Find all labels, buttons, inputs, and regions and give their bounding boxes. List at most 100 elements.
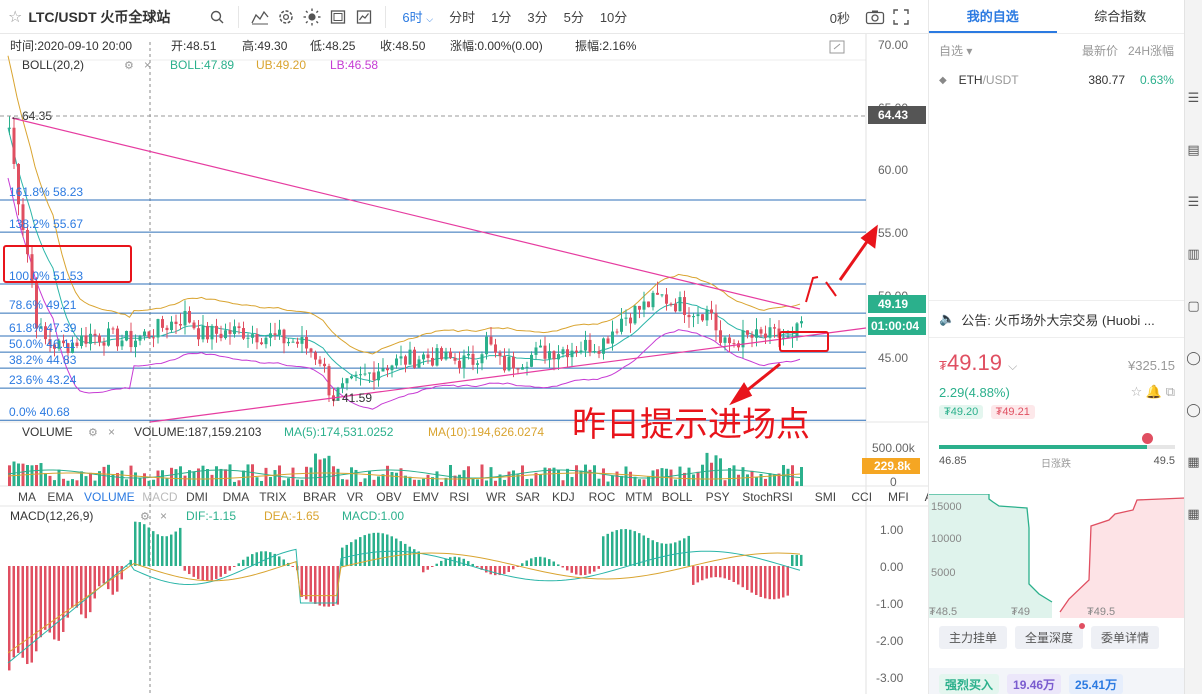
candlesticks[interactable] (8, 116, 803, 407)
macd-bar (764, 566, 767, 599)
chart-type-icon[interactable] (247, 4, 273, 30)
volume-bar (723, 480, 727, 486)
depth-chart[interactable]: 15000 10000 5000 ₮48.5 ₮49 ₮49.5 (929, 494, 1185, 618)
interval-timeshare[interactable]: 分时 (449, 10, 476, 25)
chart-canvas[interactable]: 时间:2020-09-10 20:00 开:48.51 高:49.30 低:48… (0, 34, 948, 694)
bell-icon[interactable]: 🔔 (1145, 384, 1163, 399)
macd-settings-icon[interactable]: ⚙ (140, 511, 150, 523)
macd-bar (584, 566, 587, 575)
rail-list-icon[interactable]: ☰ (1187, 90, 1200, 105)
interval-1m[interactable]: 1分 (491, 10, 512, 25)
volume-bar (642, 479, 646, 486)
candle-body (80, 335, 83, 347)
indicator-tab-roc[interactable]: ROC (589, 490, 616, 504)
volume-settings-icon[interactable]: ⚙ (88, 427, 98, 439)
candle-body (386, 368, 389, 371)
indicator-tab-sar[interactable]: SAR (515, 490, 540, 504)
rail-doc-icon[interactable]: ▦ (1187, 454, 1200, 469)
indicator-tab-ma[interactable]: MA (18, 490, 36, 504)
rating-strong-buy[interactable]: 强烈买入 (939, 674, 1000, 694)
kline-chart[interactable]: 时间:2020-09-10 20:00 开:48.51 高:49.30 低:48… (0, 34, 948, 694)
tab-my-watchlist[interactable]: 我的自选 (929, 0, 1057, 33)
indicator-tab-dmi[interactable]: DMI (186, 490, 208, 504)
candle-body (368, 372, 371, 374)
rail-chat-icon[interactable]: ◯ (1186, 350, 1201, 365)
settings-gear-icon[interactable] (273, 4, 299, 30)
indicator-tab-stochrsi[interactable]: StochRSI (742, 490, 793, 504)
candle-body (696, 314, 700, 317)
boll-upper-line (7, 55, 801, 355)
col-last-price[interactable]: 最新价 (1081, 44, 1118, 58)
volume-close-icon[interactable]: × (108, 425, 115, 439)
rail-menu-icon[interactable]: ☰ (1187, 194, 1200, 209)
watchlist-row-eth[interactable]: ◆ ETH/USDT 380.77 0.63% (929, 67, 1184, 93)
share-icon[interactable]: ⧉ (1165, 384, 1175, 399)
indicator-tab-psy[interactable]: PSY (706, 490, 730, 504)
symbol-title[interactable]: LTC/USDT 火币全球站 (28, 8, 171, 25)
indicator-tab-emv[interactable]: EMV (413, 490, 439, 504)
tab-index[interactable]: 综合指数 (1094, 9, 1147, 24)
interval-10m[interactable]: 10分 (599, 10, 628, 25)
candle-body (777, 328, 781, 338)
candle-body (417, 359, 421, 368)
boll-settings-icon[interactable]: ⚙ (124, 60, 134, 72)
indicator-icon[interactable] (351, 4, 377, 30)
order-details-button[interactable]: 委单详情 (1091, 626, 1160, 649)
chevron-down-icon[interactable]: ⌵ (1008, 359, 1018, 373)
interval-5m[interactable]: 5分 (563, 10, 584, 25)
indicator-tab-macd[interactable]: MACD (142, 490, 178, 504)
rail-grid-icon[interactable]: ▦ (1187, 506, 1200, 521)
macd-bar (395, 538, 398, 566)
search-icon[interactable] (204, 4, 230, 30)
camera-icon[interactable] (862, 4, 888, 30)
trend-lines[interactable] (11, 117, 867, 423)
indicator-tab-mfi[interactable]: MFI (888, 490, 909, 504)
star-icon[interactable]: ☆ (1130, 384, 1143, 399)
volume-bar (480, 464, 484, 486)
macd-bar (426, 566, 429, 570)
volume-bar (561, 480, 565, 486)
watchlist-filter[interactable]: 自选 ▾ (939, 44, 973, 58)
indicator-tab-trix[interactable]: TRIX (259, 490, 286, 504)
candle-body (575, 350, 578, 353)
indicator-tab-ema[interactable]: EMA (47, 490, 73, 504)
theme-sun-icon[interactable] (299, 4, 325, 30)
main-orders-button[interactable]: 主力挂单 (939, 626, 1008, 649)
boll-close-icon[interactable]: × (144, 58, 151, 72)
fib-label: 138.2% 55.67 (9, 217, 83, 231)
indicator-tab-vr[interactable]: VR (347, 490, 364, 504)
indicator-tab-brar[interactable]: BRAR (303, 490, 337, 504)
interval-3m[interactable]: 3分 (527, 10, 548, 25)
indicator-tab-volume[interactable]: VOLUME (84, 490, 135, 504)
indicator-tab-obv[interactable]: OBV (376, 490, 401, 504)
candle-body (219, 333, 223, 339)
indicator-tabs[interactable]: MA EMA VOLUME MACD DMI DMA TRIX BRAR VR OBV EMV RSI… (18, 490, 948, 504)
macd-bar (462, 558, 465, 566)
interval-6h[interactable]: 6时 ⌵ (402, 10, 434, 25)
candle-body (548, 351, 551, 359)
full-depth-button[interactable]: 全量深度 (1015, 623, 1086, 649)
candle-body (44, 326, 47, 340)
fullscreen-icon[interactable] (888, 4, 914, 30)
col-24h-change[interactable]: 24H涨幅 (1127, 44, 1174, 58)
rail-book-icon[interactable]: ▤ (1187, 142, 1200, 157)
volume-bar (476, 479, 479, 486)
indicator-tab-smi[interactable]: SMI (815, 490, 836, 504)
candle-body (399, 356, 403, 359)
indicator-tab-dma[interactable]: DMA (223, 490, 250, 504)
rail-chart-icon[interactable]: ▥ (1187, 246, 1200, 261)
indicator-tab-kdj[interactable]: KDJ (552, 490, 575, 504)
indicator-tab-mtm[interactable]: MTM (625, 490, 652, 504)
macd-close-icon[interactable]: × (160, 509, 167, 523)
indicator-tab-rsi[interactable]: RSI (449, 490, 469, 504)
expand-chart-icon[interactable] (829, 40, 845, 54)
rail-help-icon[interactable]: ◯ (1186, 402, 1201, 417)
rail-window-icon[interactable]: ▢ (1187, 298, 1200, 313)
indicator-tab-cci[interactable]: CCI (851, 490, 872, 504)
candle-body (782, 337, 785, 339)
announcement-bar[interactable]: 🔈 公告: 火币场外大宗交易 (Huobi ... (929, 300, 1185, 338)
favorite-star-icon[interactable]: ☆ (8, 8, 23, 26)
layout-icon[interactable] (325, 4, 351, 30)
indicator-tab-boll[interactable]: BOLL (662, 490, 693, 504)
indicator-tab-wr[interactable]: WR (486, 490, 506, 504)
